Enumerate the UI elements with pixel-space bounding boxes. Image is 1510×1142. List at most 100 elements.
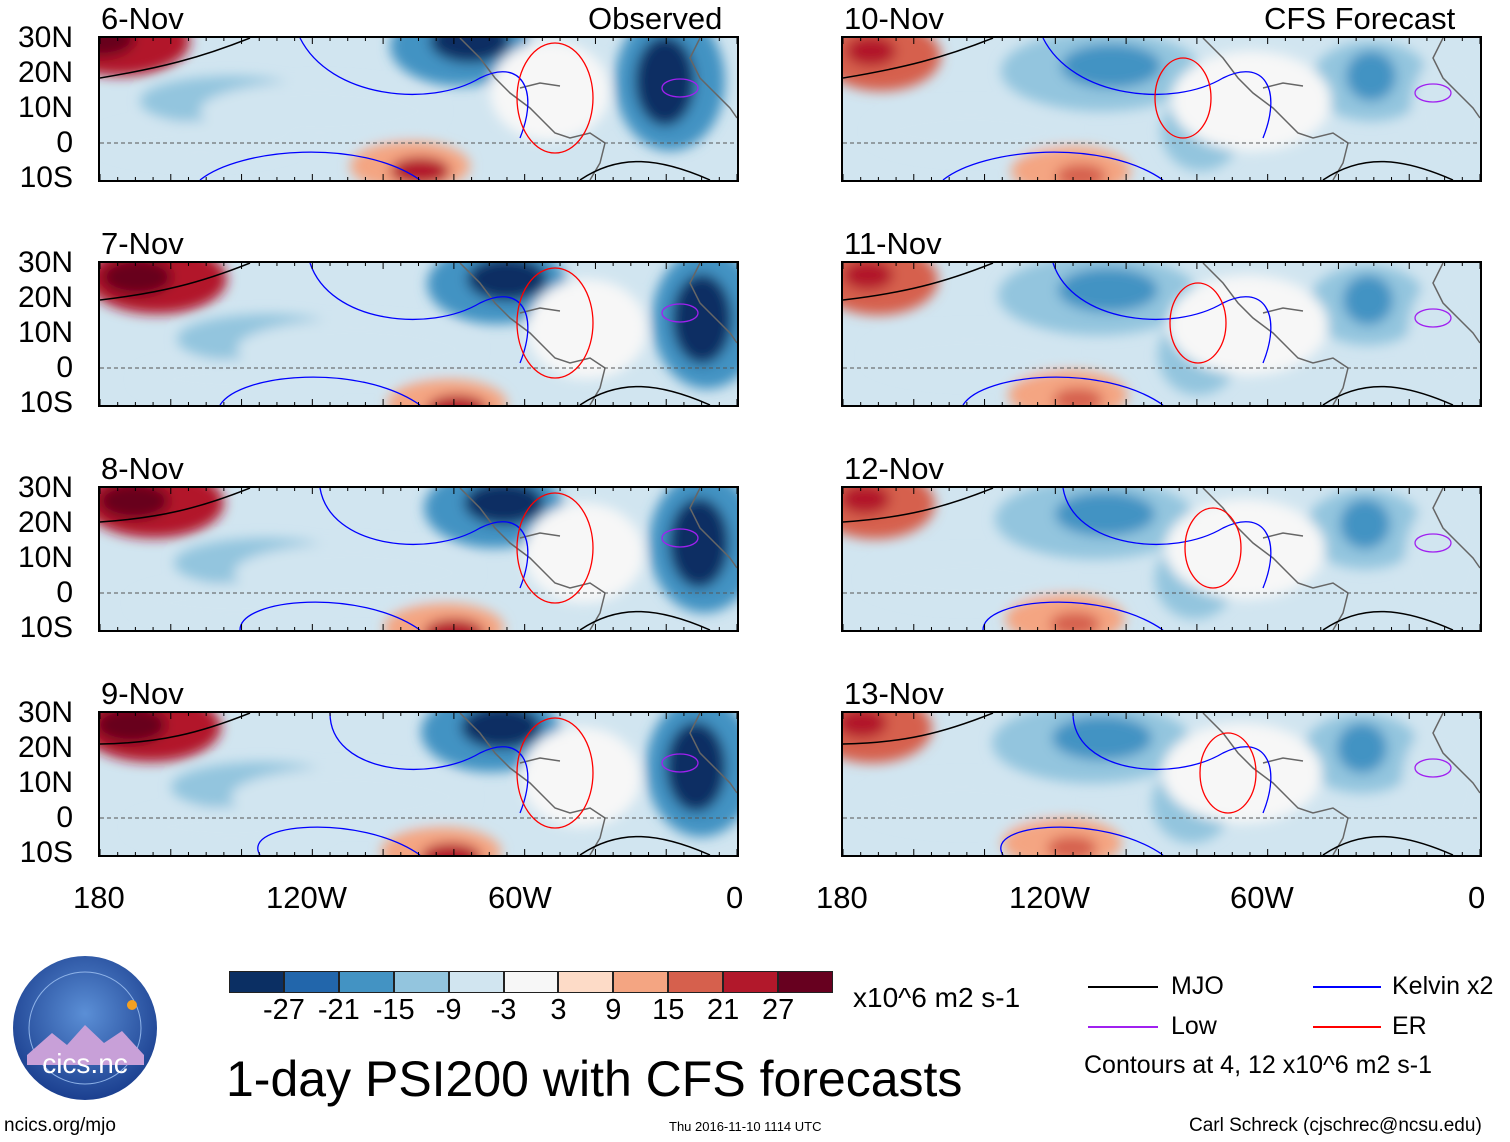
psi-anomaly-region xyxy=(672,274,732,364)
colorbar-tick-label: -9 xyxy=(435,994,462,1026)
psi-anomaly-region xyxy=(846,38,896,66)
map-panel xyxy=(98,486,739,632)
lat-label: 30N xyxy=(17,471,73,504)
kelvin-contour xyxy=(299,38,529,139)
colorbar-swatch xyxy=(558,971,614,993)
lat-label: 20N xyxy=(17,506,73,539)
legend-label-low: Low xyxy=(1171,1012,1217,1040)
mjo-contour xyxy=(100,38,251,79)
colorbar-swatch xyxy=(448,971,504,993)
observed-label: Observed xyxy=(588,1,723,36)
kelvin-contour xyxy=(982,601,1164,630)
psi-anomaly-region xyxy=(1162,723,1322,823)
lat-label: 10S xyxy=(19,836,73,869)
er-contour xyxy=(1169,282,1227,364)
mjo-contour xyxy=(843,488,994,523)
kelvin-contour xyxy=(219,376,421,405)
map-panel xyxy=(841,711,1482,857)
coastline xyxy=(1202,713,1480,855)
footer-url[interactable]: ncics.org/mjo xyxy=(4,1115,116,1136)
kelvin-contour xyxy=(319,488,529,589)
psi-anomaly-region xyxy=(1405,499,1480,619)
colorbar-units: x10^6 m2 s-1 xyxy=(853,982,1021,1013)
lat-label: 20N xyxy=(17,56,73,89)
panel-date: 12-Nov xyxy=(844,451,944,486)
mjo-contour xyxy=(100,263,251,301)
psi-anomaly-region xyxy=(1337,723,1387,773)
psi-anomaly-region xyxy=(387,379,507,405)
kelvin-contour xyxy=(1072,713,1272,814)
lon-label-120w-left: 120W xyxy=(266,880,347,915)
kelvin-contour xyxy=(239,601,421,630)
psi-anomaly-region xyxy=(1343,275,1393,325)
lat-label: 10N xyxy=(17,541,73,574)
mjo-contour xyxy=(843,263,994,301)
psi-anomaly-region xyxy=(1408,275,1480,395)
lat-label: 10N xyxy=(17,316,73,349)
kelvin-contour xyxy=(199,151,421,180)
psi-anomaly-region xyxy=(669,498,729,588)
lon-label-120w-right: 120W xyxy=(1009,880,1090,915)
psi-anomaly-region xyxy=(1061,44,1161,88)
er-contour xyxy=(516,267,594,379)
psi-anomaly-region xyxy=(868,330,1068,380)
footer-timestamp: Thu 2016-11-10 1114 UTC xyxy=(669,1119,822,1134)
lat-label: 0 xyxy=(56,576,73,609)
forecast-label: CFS Forecast xyxy=(1264,1,1456,36)
psi-anomaly-region xyxy=(843,488,890,514)
lat-label: 10N xyxy=(17,91,73,124)
mjo-contour xyxy=(1322,610,1454,630)
psi-anomaly-region xyxy=(843,713,887,738)
colorbar-tick-label: 9 xyxy=(605,994,622,1026)
lat-label: 10S xyxy=(19,611,73,644)
low-contour xyxy=(1414,758,1452,778)
legend-label-mjo: MJO xyxy=(1171,972,1224,1000)
psi-anomaly-region xyxy=(635,38,695,126)
kelvin-contour xyxy=(1000,826,1164,855)
legend-label-kelvin: Kelvin x2 xyxy=(1392,972,1494,1000)
colorbar-swatch xyxy=(723,971,779,993)
psi-anomaly-region xyxy=(100,121,300,161)
lat-label: 0 xyxy=(56,351,73,384)
kelvin-contour xyxy=(962,376,1164,405)
mjo-contour xyxy=(1322,385,1454,405)
psi-anomaly-region xyxy=(461,713,541,749)
mjo-contour xyxy=(579,160,711,180)
colorbar-swatch xyxy=(338,971,394,993)
low-contour xyxy=(1414,308,1452,328)
psi-anomaly-region xyxy=(862,778,1062,828)
er-contour xyxy=(516,717,594,829)
psi-anomaly-region xyxy=(1168,275,1328,375)
psi-anomaly-region xyxy=(843,263,893,290)
legend-label-er: ER xyxy=(1392,1012,1427,1040)
psi-anomaly-region xyxy=(865,554,1065,604)
panel-date: 6-Nov xyxy=(101,1,184,36)
er-contour xyxy=(1199,732,1257,814)
colorbar-swatch xyxy=(778,971,833,993)
psi-anomaly-region xyxy=(490,41,610,141)
psi-anomaly-region xyxy=(1346,51,1396,101)
colorbar-tick-label: 27 xyxy=(761,994,795,1026)
low-contour xyxy=(661,78,699,98)
lat-label: 10N xyxy=(17,766,73,799)
contours-note: Contours at 4, 12 x10^6 m2 s-1 xyxy=(1084,1051,1433,1079)
psi-anomaly-region xyxy=(100,488,169,519)
mjo-contour xyxy=(579,610,711,630)
coastline xyxy=(1202,263,1480,405)
mjo-contour xyxy=(1322,835,1454,855)
psi-anomaly-region xyxy=(1056,164,1106,180)
psi-anomaly-region xyxy=(100,713,166,743)
er-contour xyxy=(516,492,594,604)
mjo-contour xyxy=(579,835,711,855)
colorbar xyxy=(229,971,833,993)
kelvin-contour xyxy=(942,151,1164,180)
colorbar-tick-label: -21 xyxy=(317,994,360,1026)
psi-anomaly-region xyxy=(430,38,510,63)
mjo-contour xyxy=(100,713,251,745)
low-contour xyxy=(661,303,699,323)
colorbar-swatch xyxy=(283,971,339,993)
colorbar-swatch xyxy=(503,971,559,993)
psi-anomaly-region xyxy=(1055,492,1155,536)
colorbar-tick-label: 3 xyxy=(550,994,567,1026)
